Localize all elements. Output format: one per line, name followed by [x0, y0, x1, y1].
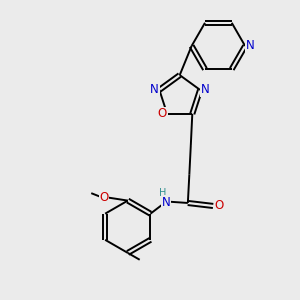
Text: O: O [158, 107, 167, 120]
Text: N: N [150, 83, 159, 96]
Text: O: O [214, 200, 224, 212]
Text: O: O [99, 191, 109, 204]
Text: N: N [246, 40, 255, 52]
Text: N: N [200, 83, 209, 96]
Text: H: H [159, 188, 167, 198]
Text: N: N [162, 196, 171, 208]
